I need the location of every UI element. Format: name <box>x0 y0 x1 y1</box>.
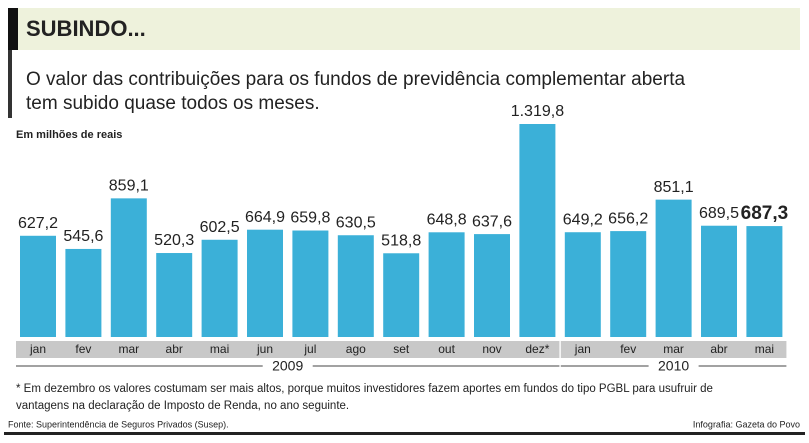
bar <box>474 234 510 337</box>
x-tick-label: jan <box>29 342 46 356</box>
value-label: 689,5 <box>699 205 739 222</box>
x-tick-label: ago <box>346 342 366 356</box>
value-label: 1.319,8 <box>511 103 564 120</box>
bar <box>701 225 737 337</box>
value-label: 602,5 <box>200 219 240 236</box>
bar <box>292 230 329 337</box>
subtitle-marker <box>8 50 12 118</box>
value-label: 637,6 <box>472 213 512 230</box>
bar <box>383 253 420 337</box>
chart-title: SUBINDO... <box>26 16 146 41</box>
bar <box>519 124 556 337</box>
credit: Infografia: Gazeta do Povo <box>693 419 800 429</box>
category-band <box>560 341 787 358</box>
x-tick-label: dez* <box>525 342 549 356</box>
x-tick-label: abr <box>710 342 727 356</box>
bar <box>337 235 374 337</box>
bottom-rule <box>4 432 805 435</box>
bar <box>247 229 283 337</box>
value-label: 859,1 <box>109 178 149 195</box>
x-tick-label: fev <box>620 342 636 356</box>
x-tick-label: fev <box>75 342 91 356</box>
value-label: 545,6 <box>63 228 103 245</box>
value-label: 627,2 <box>18 215 58 232</box>
x-tick-label: jun <box>256 342 273 356</box>
title-marker <box>8 8 18 50</box>
value-label: 659,8 <box>290 210 330 227</box>
x-tick-label: mar <box>663 342 684 356</box>
bar <box>655 199 692 337</box>
footnote: * Em dezembro os valores costumam ser ma… <box>16 383 713 395</box>
x-tick-label: jul <box>303 342 316 356</box>
bar <box>20 235 56 337</box>
bar <box>110 198 147 337</box>
x-tick-label: mar <box>118 342 139 356</box>
bar <box>746 226 783 337</box>
source: Fonte: Superintendência de Seguros Priva… <box>8 419 229 429</box>
x-tick-label: abr <box>166 342 183 356</box>
group-label: 2010 <box>658 358 689 374</box>
group-label: 2009 <box>272 358 303 374</box>
value-label: 520,3 <box>154 232 194 249</box>
bar <box>65 248 102 337</box>
bar <box>201 239 238 337</box>
x-tick-label: jan <box>574 342 591 356</box>
subtitle: O valor das contribuições para os fundos… <box>26 69 685 90</box>
x-tick-label: mai <box>755 342 774 356</box>
value-label: 687,3 <box>741 203 789 224</box>
footnote: vantagens na declaração de Imposto de Re… <box>16 400 349 412</box>
x-tick-label: nov <box>482 342 501 356</box>
bar <box>610 231 647 337</box>
category-band <box>16 341 560 358</box>
value-label: 851,1 <box>654 179 694 196</box>
x-tick-label: set <box>393 342 410 356</box>
bar <box>564 232 601 337</box>
title-band <box>18 8 800 50</box>
value-label: 630,5 <box>336 214 376 231</box>
value-label: 648,8 <box>427 212 467 229</box>
bar <box>428 232 465 337</box>
unit-label: Em milhões de reais <box>16 129 122 141</box>
value-label: 664,9 <box>245 209 285 226</box>
value-label: 656,2 <box>608 210 648 227</box>
value-label: 518,8 <box>381 232 421 249</box>
bar <box>156 253 193 337</box>
x-tick-label: mai <box>210 342 229 356</box>
value-label: 649,2 <box>563 211 603 228</box>
x-tick-label: out <box>438 342 455 356</box>
subtitle: tem subido quase todos os meses. <box>26 93 320 114</box>
